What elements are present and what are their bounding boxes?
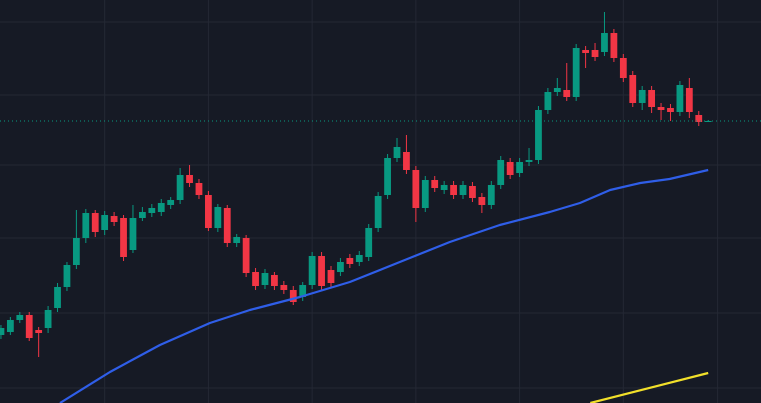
candle-body xyxy=(186,175,193,183)
candle-body xyxy=(289,290,297,302)
candle-body xyxy=(148,208,156,213)
candle-body xyxy=(459,185,467,195)
candle-body xyxy=(214,207,222,228)
candle-body xyxy=(223,208,231,243)
moving-average-line xyxy=(590,371,709,403)
candle-body xyxy=(695,115,703,122)
candle-body xyxy=(412,170,420,208)
candle-body xyxy=(685,88,693,112)
candle-body xyxy=(0,328,5,335)
moving-average-line xyxy=(59,168,709,403)
candle-body xyxy=(553,88,561,92)
candle-body xyxy=(516,162,523,173)
candle-body xyxy=(25,315,33,338)
candle-body xyxy=(252,272,259,286)
candle-body xyxy=(610,33,618,58)
candle-body xyxy=(563,90,571,97)
candle-body xyxy=(299,285,307,297)
candle-body xyxy=(346,258,354,264)
candle-body xyxy=(16,315,24,320)
candle-body xyxy=(242,238,250,273)
candle-body xyxy=(497,160,505,185)
candle-body xyxy=(261,273,269,285)
candle-body xyxy=(487,185,495,205)
candle-body xyxy=(657,107,665,110)
candle-body xyxy=(638,90,646,103)
candle-body xyxy=(591,50,599,57)
candle-body xyxy=(667,108,674,112)
candle-body xyxy=(195,183,203,195)
candle-body xyxy=(72,238,80,265)
candle-body xyxy=(403,152,410,170)
candle-body xyxy=(440,185,448,190)
candle-body xyxy=(525,160,533,162)
candle-body xyxy=(601,33,608,52)
candle-body xyxy=(308,256,316,285)
candle-body xyxy=(469,186,476,198)
candle-body xyxy=(544,92,552,110)
candle-body xyxy=(205,195,212,228)
candle-body xyxy=(337,262,344,272)
candle-body xyxy=(167,200,175,205)
candle-body xyxy=(676,85,684,112)
candle-body xyxy=(138,212,146,218)
candle-body xyxy=(233,237,241,243)
candle-body xyxy=(176,175,184,200)
candle-body xyxy=(327,270,335,283)
candle-body xyxy=(450,185,457,195)
candle-body xyxy=(572,48,580,97)
candle-body xyxy=(365,228,373,257)
candle-body xyxy=(91,213,99,232)
candle-body xyxy=(110,216,118,222)
candle-body xyxy=(506,162,514,175)
candle-body xyxy=(44,310,52,328)
candle-body xyxy=(129,218,137,250)
candle-body xyxy=(6,320,14,332)
candle-body xyxy=(120,218,127,257)
candle-body xyxy=(648,90,656,107)
candle-body xyxy=(478,197,486,205)
candle-body xyxy=(629,75,637,103)
candle-body xyxy=(318,256,325,286)
candle-body xyxy=(431,180,439,188)
candle-body xyxy=(384,158,391,195)
candle-body xyxy=(101,215,109,230)
candle-body xyxy=(35,330,43,333)
candle-body xyxy=(393,147,401,158)
candle-body xyxy=(374,196,382,228)
candle-body xyxy=(280,285,288,290)
candle-body xyxy=(82,213,90,238)
candle-body xyxy=(582,50,589,53)
candle-body xyxy=(421,180,429,208)
candle-body xyxy=(619,58,627,78)
candle-body xyxy=(271,275,278,286)
candle-body xyxy=(54,287,61,308)
candle-body xyxy=(535,110,542,160)
candle-body xyxy=(63,265,71,287)
candle-body xyxy=(355,255,363,262)
candle-body xyxy=(157,203,165,212)
